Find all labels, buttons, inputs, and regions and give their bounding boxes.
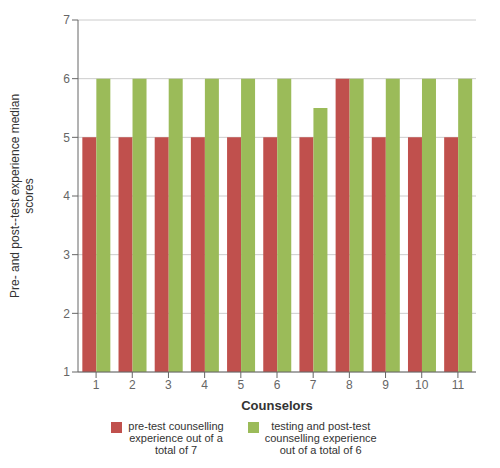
svg-text:7: 7 bbox=[310, 378, 317, 392]
svg-text:11: 11 bbox=[452, 378, 465, 392]
svg-text:7: 7 bbox=[63, 13, 70, 27]
svg-text:6: 6 bbox=[274, 378, 281, 392]
svg-text:Counselors: Counselors bbox=[241, 398, 313, 413]
svg-text:6: 6 bbox=[63, 72, 70, 86]
svg-text:Pre- and post--test experience: Pre- and post--test experience mediansco… bbox=[8, 94, 36, 298]
svg-text:5: 5 bbox=[237, 378, 244, 392]
svg-text:4: 4 bbox=[201, 378, 208, 392]
svg-text:2: 2 bbox=[63, 307, 70, 321]
svg-text:10: 10 bbox=[415, 378, 429, 392]
html-text:pre-test counselling experienc: pre-test counselling experience out of a… bbox=[128, 420, 224, 456]
html-text:testing and post-test counsell: testing and post-test counselling experi… bbox=[264, 420, 377, 456]
svg-text:9: 9 bbox=[382, 378, 389, 392]
svg-text:1: 1 bbox=[93, 378, 100, 392]
svg-text:8: 8 bbox=[346, 378, 353, 392]
svg-text:4: 4 bbox=[63, 189, 70, 203]
svg-text:3: 3 bbox=[165, 378, 172, 392]
svg-text:5: 5 bbox=[63, 131, 70, 145]
svg-text:1: 1 bbox=[63, 365, 70, 379]
svg-text:2: 2 bbox=[129, 378, 136, 392]
svg-text:3: 3 bbox=[63, 248, 70, 262]
